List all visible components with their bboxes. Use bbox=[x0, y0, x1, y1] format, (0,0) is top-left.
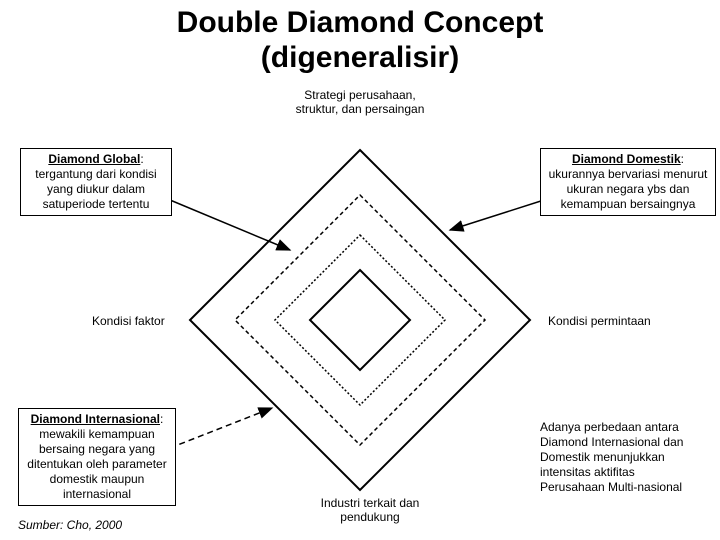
title-line2: (digeneralisir) bbox=[261, 41, 459, 74]
label-kondisi-faktor: Kondisi faktor bbox=[92, 314, 165, 328]
box-domestik-title: Diamond Domestik bbox=[572, 152, 681, 166]
subtitle-strategy: Strategi perusahaan, struktur, dan persa… bbox=[250, 88, 470, 116]
box-global-title: Diamond Global bbox=[48, 152, 140, 166]
box-diamond-domestik: Diamond Domestik: ukurannya bervariasi m… bbox=[540, 148, 716, 216]
title-line1: Double Diamond Concept bbox=[177, 6, 544, 39]
page-title: Double Diamond Concept (digeneralisir) bbox=[0, 0, 720, 75]
box-internasional-body: mewakili kemampuan bersaing negara yang … bbox=[27, 427, 166, 501]
box-domestik-body: ukurannya bervariasi menurut ukuran nega… bbox=[549, 167, 708, 211]
source-citation: Sumber: Cho, 2000 bbox=[18, 518, 122, 532]
box-diamond-global: Diamond Global: tergantung dari kondisi … bbox=[20, 148, 172, 216]
label-kondisi-permintaan: Kondisi permintaan bbox=[548, 314, 651, 328]
label-industri: Industri terkait dan pendukung bbox=[300, 496, 440, 524]
note-multinasional: Adanya perbedaan antara Diamond Internas… bbox=[540, 420, 716, 495]
box-diamond-internasional: Diamond Internasional: mewakili kemampua… bbox=[18, 408, 176, 506]
box-internasional-title: Diamond Internasional bbox=[31, 412, 160, 426]
box-global-body: tergantung dari kondisi yang diukur dala… bbox=[35, 167, 156, 211]
